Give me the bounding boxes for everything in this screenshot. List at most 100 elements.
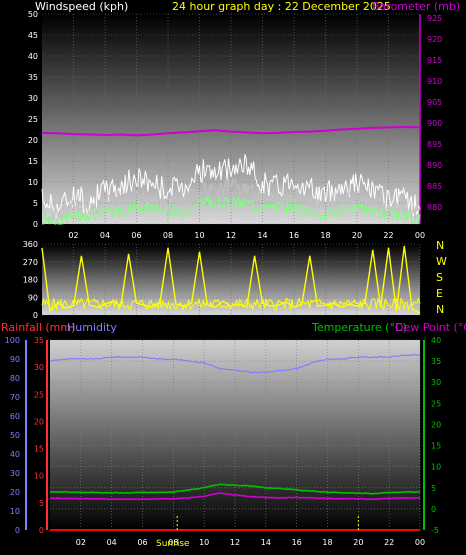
temp-plot-area	[50, 340, 420, 530]
temp-x-tick-label: 02	[76, 538, 86, 547]
wind-low-line	[42, 195, 421, 225]
rain-tick-label: 25	[34, 390, 44, 399]
temp-x-tick-label: 22	[384, 538, 394, 547]
baro-title: Barometer (mb)	[372, 0, 460, 13]
sunrise-label: Sunrise	[156, 539, 190, 549]
compass-n-bottom: N	[436, 303, 444, 316]
wind-tick-label: 45	[28, 31, 38, 40]
humidity-tick-label: 20	[10, 488, 20, 497]
baro-tick-label: 910	[427, 77, 442, 86]
temperature-line	[49, 483, 421, 495]
rain-tick-label: 0	[39, 526, 44, 535]
temp-x-tick-label: 18	[322, 538, 332, 547]
temp-tick-label: 10	[431, 463, 441, 472]
wind-x-tick-label: 02	[68, 231, 78, 240]
wind-x-tick-label: 14	[257, 231, 267, 240]
humidity-tick-label: 30	[10, 469, 20, 478]
humidity-tick-label: 80	[10, 374, 20, 383]
temp-axes	[25, 340, 425, 530]
wind-x-tick-label: 04	[100, 231, 110, 240]
baro-tick-label: 920	[427, 35, 442, 44]
temp-tick-label: 20	[431, 420, 441, 429]
wind-series	[41, 125, 421, 225]
humidity-tick-label: 90	[10, 355, 20, 364]
temp-tick-label: 35	[431, 357, 441, 366]
baro-tick-label: 915	[427, 56, 442, 65]
barometer-line	[41, 125, 421, 137]
temp-tick-label: -5	[431, 526, 439, 535]
baro-axis-ticks: 880 885 890 895 900 905 910 915 920 925	[427, 14, 442, 212]
humidity-tick-label: 70	[10, 393, 20, 402]
wind-x-tick-label: 12	[226, 231, 236, 240]
wind-tick-label: 50	[28, 10, 38, 19]
wind-axis-ticks: 0 5 10 15 20 25 30 35 40 45 50	[28, 10, 38, 229]
baro-tick-label: 895	[427, 140, 442, 149]
temp-x-tick-label: 16	[292, 538, 302, 547]
temp-x-tick-label: 12	[230, 538, 240, 547]
direction-grid	[42, 243, 421, 316]
temp-series	[49, 353, 421, 531]
wind-x-tick-label: 18	[320, 231, 330, 240]
rain-tick-label: 30	[34, 363, 44, 372]
direction-noise-line	[41, 296, 421, 312]
rain-tick-label: 15	[34, 445, 44, 454]
wind-x-ticks: 02 04 06 08 10 12 14 16 18 20 22 00	[68, 231, 425, 240]
temp-x-tick-label: 06	[137, 538, 147, 547]
rain-tick-label: 10	[34, 472, 44, 481]
wind-x-tick-label: 20	[352, 231, 362, 240]
temp-x-ticks: 02 04 06 08 10 12 14 16 18 20 22 00	[76, 538, 425, 547]
humidity-title: Humidity	[67, 321, 117, 334]
wind-tick-label: 15	[28, 157, 38, 166]
wind-x-tick-label: 08	[163, 231, 173, 240]
compass-n-top: N	[436, 239, 444, 252]
compass-labels: N W S E N	[436, 239, 447, 316]
temp-x-tick-label: 10	[199, 538, 209, 547]
direction-axis-ticks: 0 90 180 270 360	[23, 240, 38, 320]
wind-tick-label: 35	[28, 73, 38, 82]
temp-x-tick-label: 20	[353, 538, 363, 547]
rain-tick-label: 20	[34, 417, 44, 426]
humidity-tick-label: 100	[5, 336, 20, 345]
dew-title: Dew Point (°C)	[395, 321, 466, 334]
wind-x-tick-label: 06	[131, 231, 141, 240]
wind-grid	[42, 13, 421, 225]
wind-tick-label: 5	[33, 199, 38, 208]
wind-tick-label: 10	[28, 178, 38, 187]
wind-tick-label: 20	[28, 136, 38, 145]
direction-tick-label: 270	[23, 258, 38, 267]
compass-s: S	[436, 271, 443, 284]
humidity-tick-label: 40	[10, 450, 20, 459]
wind-tick-label: 40	[28, 52, 38, 61]
baro-tick-label: 900	[427, 119, 442, 128]
rain-tick-label: 5	[39, 499, 44, 508]
humidity-tick-label: 50	[10, 431, 20, 440]
compass-w: W	[436, 255, 447, 268]
direction-tick-label: 360	[23, 240, 38, 249]
humidity-tick-label: 10	[10, 507, 20, 516]
temp-x-tick-label: 00	[415, 538, 425, 547]
wind-tick-label: 30	[28, 94, 38, 103]
dewpoint-line	[49, 492, 421, 501]
temp-tick-label: 5	[431, 484, 436, 493]
wind-gust-line	[41, 154, 421, 220]
wind-title: Windspeed (kph)	[35, 0, 128, 13]
wind-tick-label: 25	[28, 115, 38, 124]
direction-tick-label: 90	[28, 293, 38, 302]
graph-title: 24 hour graph day : 22 December 2025	[172, 0, 391, 13]
temp-x-tick-label: 04	[107, 538, 117, 547]
humidity-tick-label: 0	[15, 526, 20, 535]
temp-tick-label: 25	[431, 399, 441, 408]
temp-tick-label: 30	[431, 378, 441, 387]
compass-e: E	[436, 287, 443, 300]
wind-tick-label: 0	[33, 220, 38, 229]
temp-axis-ticks: -505101520253035400102030405060708090100…	[5, 336, 441, 535]
humidity-tick-label: 60	[10, 412, 20, 421]
baro-tick-label: 885	[427, 182, 442, 191]
wind-x-tick-label: 10	[194, 231, 204, 240]
temp-x-tick-label: 08	[168, 538, 178, 547]
temp-x-tick-label: 14	[261, 538, 271, 547]
rain-title: Rainfall (mm)	[1, 321, 75, 334]
temp-tick-label: 0	[431, 505, 436, 514]
wind-average-line	[41, 178, 421, 222]
